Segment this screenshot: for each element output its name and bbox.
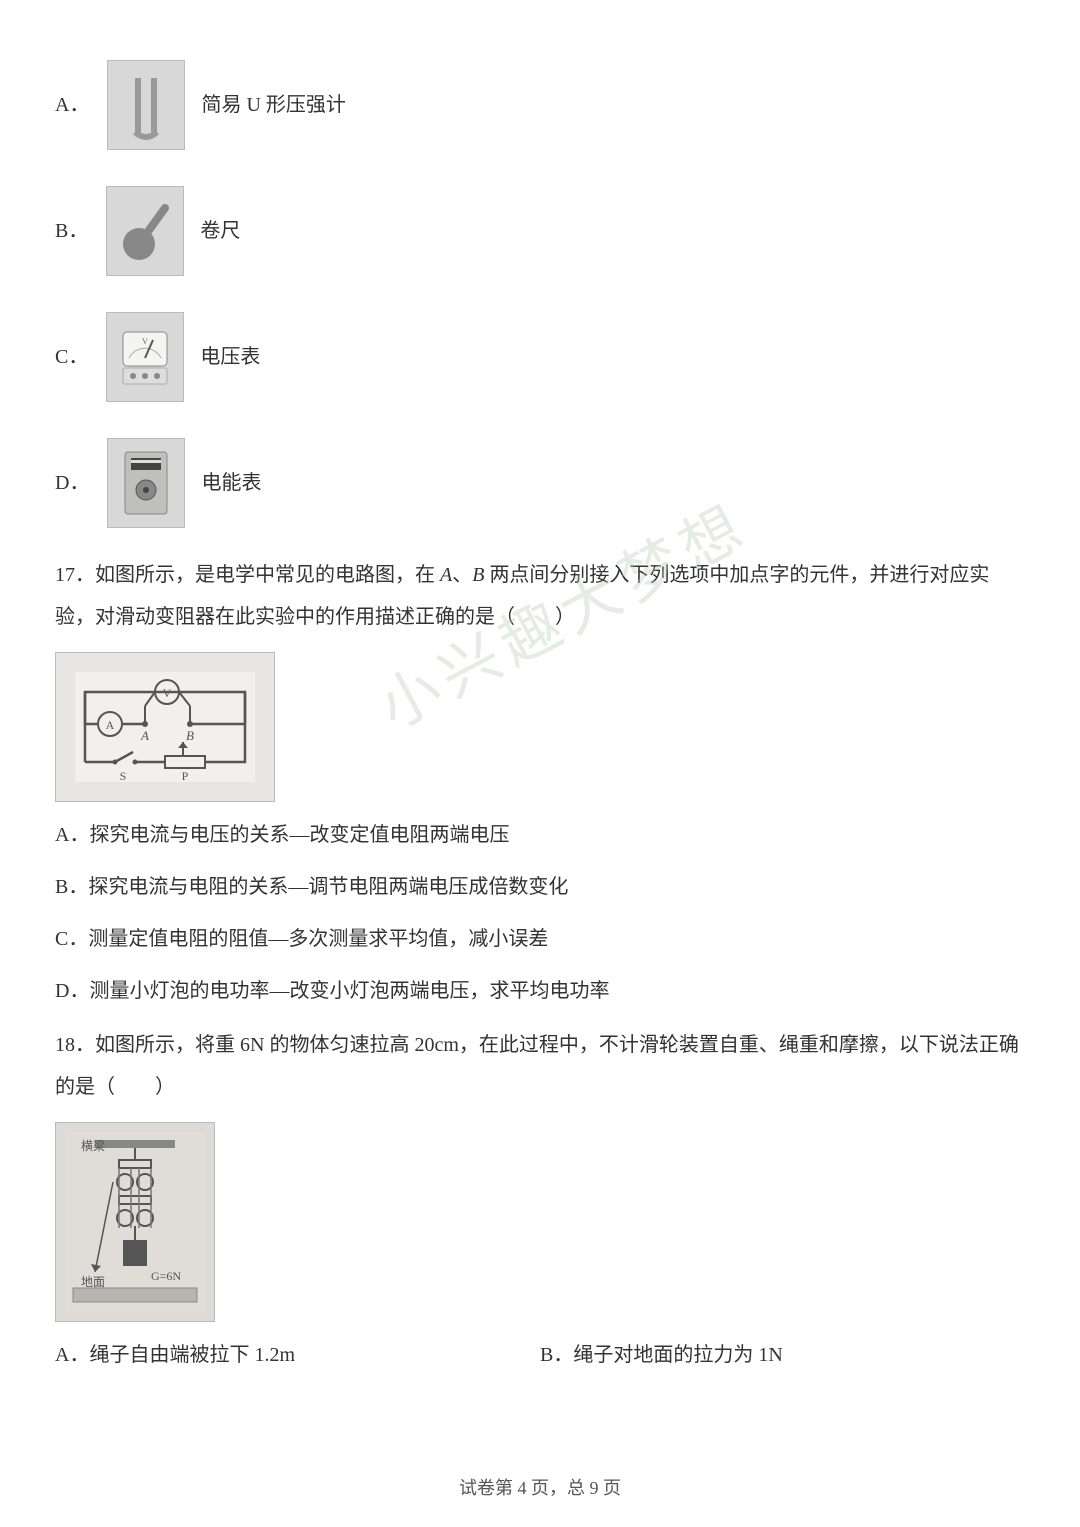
q17-choice-a: A．探究电流与电压的关系—改变定值电阻两端电压 <box>55 816 1025 854</box>
option-b-thumb <box>106 186 184 276</box>
option-b-row: B． 卷尺 <box>55 186 1025 276</box>
option-b-label: B． <box>55 212 88 250</box>
option-a-text: 简易 U 形压强计 <box>201 86 345 124</box>
option-b-text: 卷尺 <box>200 212 240 250</box>
q17-stem: 17．如图所示，是电学中常见的电路图，在 A、B 两点间分别接入下列选项中加点字… <box>55 554 1025 638</box>
svg-text:A: A <box>106 718 115 732</box>
svg-text:V: V <box>142 337 148 346</box>
option-c-text: 电压表 <box>200 338 260 376</box>
q18-choice-b: B．绳子对地面的拉力为 1N <box>540 1336 1025 1374</box>
option-a-row: A． 简易 U 形压强计 <box>55 60 1025 150</box>
svg-text:V: V <box>163 686 172 700</box>
q17-prefix: 17．如图所示，是电学中常见的电路图，在 <box>55 564 440 586</box>
page-footer: 试卷第 4 页，总 9 页 <box>0 1471 1080 1505</box>
svg-text:G=6N: G=6N <box>151 1269 181 1283</box>
q17-circuit-image: S P A A B V <box>55 652 275 802</box>
q17-A: A <box>440 564 452 586</box>
q18-stem: 18．如图所示，将重 6N 的物体匀速拉高 20cm，在此过程中，不计滑轮装置自… <box>55 1024 1025 1108</box>
q17-B: B <box>472 564 484 586</box>
svg-text:S: S <box>120 769 127 783</box>
option-d-label: D． <box>55 464 89 502</box>
option-d-thumb <box>107 438 185 528</box>
q18-pulley-image: 横梁 G=6N 地面 <box>55 1122 215 1322</box>
option-a-thumb <box>107 60 185 150</box>
option-d-text: 电能表 <box>201 464 261 502</box>
svg-text:A: A <box>140 728 149 743</box>
svg-text:P: P <box>182 769 189 783</box>
option-d-row: D． 电能表 <box>55 438 1025 528</box>
q17-choice-d: D．测量小灯泡的电功率—改变小灯泡两端电压，求平均电功率 <box>55 972 1025 1010</box>
q17-choice-b: B．探究电流与电阻的关系—调节电阻两端电压成倍数变化 <box>55 868 1025 906</box>
option-c-thumb: V <box>106 312 184 402</box>
svg-text:地面: 地面 <box>81 1275 105 1289</box>
q17-choice-c: C．测量定值电阻的阻值—多次测量求平均值，减小误差 <box>55 920 1025 958</box>
option-c-row: C． V 电压表 <box>55 312 1025 402</box>
q17-mid1: 、 <box>452 564 472 586</box>
option-a-label: A． <box>55 86 89 124</box>
option-c-label: C． <box>55 338 88 376</box>
svg-text:B: B <box>186 728 194 743</box>
q18-choice-a: A．绳子自由端被拉下 1.2m <box>55 1336 540 1374</box>
svg-text:横梁: 横梁 <box>81 1138 105 1153</box>
